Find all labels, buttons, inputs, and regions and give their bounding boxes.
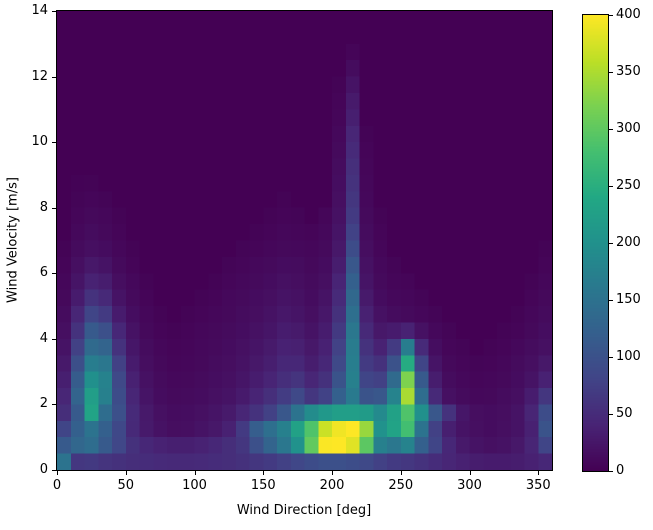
colorbar-tick-mark <box>609 414 613 415</box>
x-tick-label: 200 <box>319 478 345 493</box>
colorbar-tick-label: 0 <box>616 463 625 478</box>
y-tick-mark <box>52 273 56 275</box>
plot-area <box>56 10 553 471</box>
x-tick-mark <box>194 471 196 475</box>
y-tick-label: 4 <box>39 330 48 346</box>
colorbar-tick-label: 350 <box>616 64 641 79</box>
colorbar-tick-mark <box>609 300 613 301</box>
colorbar-tick-mark <box>609 15 613 16</box>
colorbar-tick-mark <box>609 72 613 73</box>
x-tick-label: 100 <box>182 478 207 493</box>
y-tick-label: 12 <box>31 68 48 84</box>
colorbar-tick-label: 100 <box>616 349 641 364</box>
x-tick-label: 150 <box>250 478 276 493</box>
y-axis-label: Wind Velocity [m/s] <box>5 177 21 303</box>
y-tick-mark <box>52 76 56 78</box>
y-tick-mark <box>52 11 56 12</box>
colorbar-tick-mark <box>609 471 613 472</box>
y-tick-mark <box>52 404 56 406</box>
x-tick-label: 250 <box>388 478 414 493</box>
colorbar-tick-label: 200 <box>616 235 641 250</box>
colorbar-tick-label: 250 <box>616 178 641 193</box>
x-tick-mark <box>400 471 402 475</box>
colorbar-tick-label: 400 <box>616 7 641 22</box>
colorbar-tick-mark <box>609 243 613 244</box>
x-tick-label: 50 <box>117 478 135 493</box>
x-tick-mark <box>263 471 265 475</box>
y-tick-label: 2 <box>39 396 48 412</box>
y-tick-mark <box>52 207 56 209</box>
y-tick-label: 0 <box>39 462 48 477</box>
x-tick-mark <box>125 471 127 475</box>
y-tick-mark <box>52 338 56 340</box>
x-tick-mark <box>57 471 58 475</box>
y-tick-label: 14 <box>31 3 48 18</box>
x-tick-mark <box>538 471 540 475</box>
colorbar-tick-label: 300 <box>616 121 641 136</box>
x-tick-mark <box>469 471 471 475</box>
colorbar-tick-mark <box>609 357 613 358</box>
colorbar <box>582 14 609 472</box>
y-tick-mark <box>52 142 56 144</box>
colorbar-canvas <box>583 15 608 471</box>
y-tick-mark <box>52 470 56 471</box>
x-axis-label: Wind Direction [deg] <box>236 503 372 518</box>
colorbar-tick-mark <box>609 129 613 130</box>
y-tick-label: 8 <box>39 199 48 215</box>
y-tick-label: 6 <box>39 265 48 281</box>
x-tick-label: 0 <box>52 478 62 493</box>
colorbar-tick-mark <box>609 186 613 187</box>
x-tick-label: 350 <box>525 478 551 493</box>
x-tick-mark <box>332 471 333 475</box>
heatmap-canvas <box>57 11 552 470</box>
x-tick-label: 300 <box>457 478 482 493</box>
y-tick-label: 10 <box>31 134 48 150</box>
colorbar-tick-label: 50 <box>616 406 633 421</box>
colorbar-tick-label: 150 <box>616 292 641 307</box>
